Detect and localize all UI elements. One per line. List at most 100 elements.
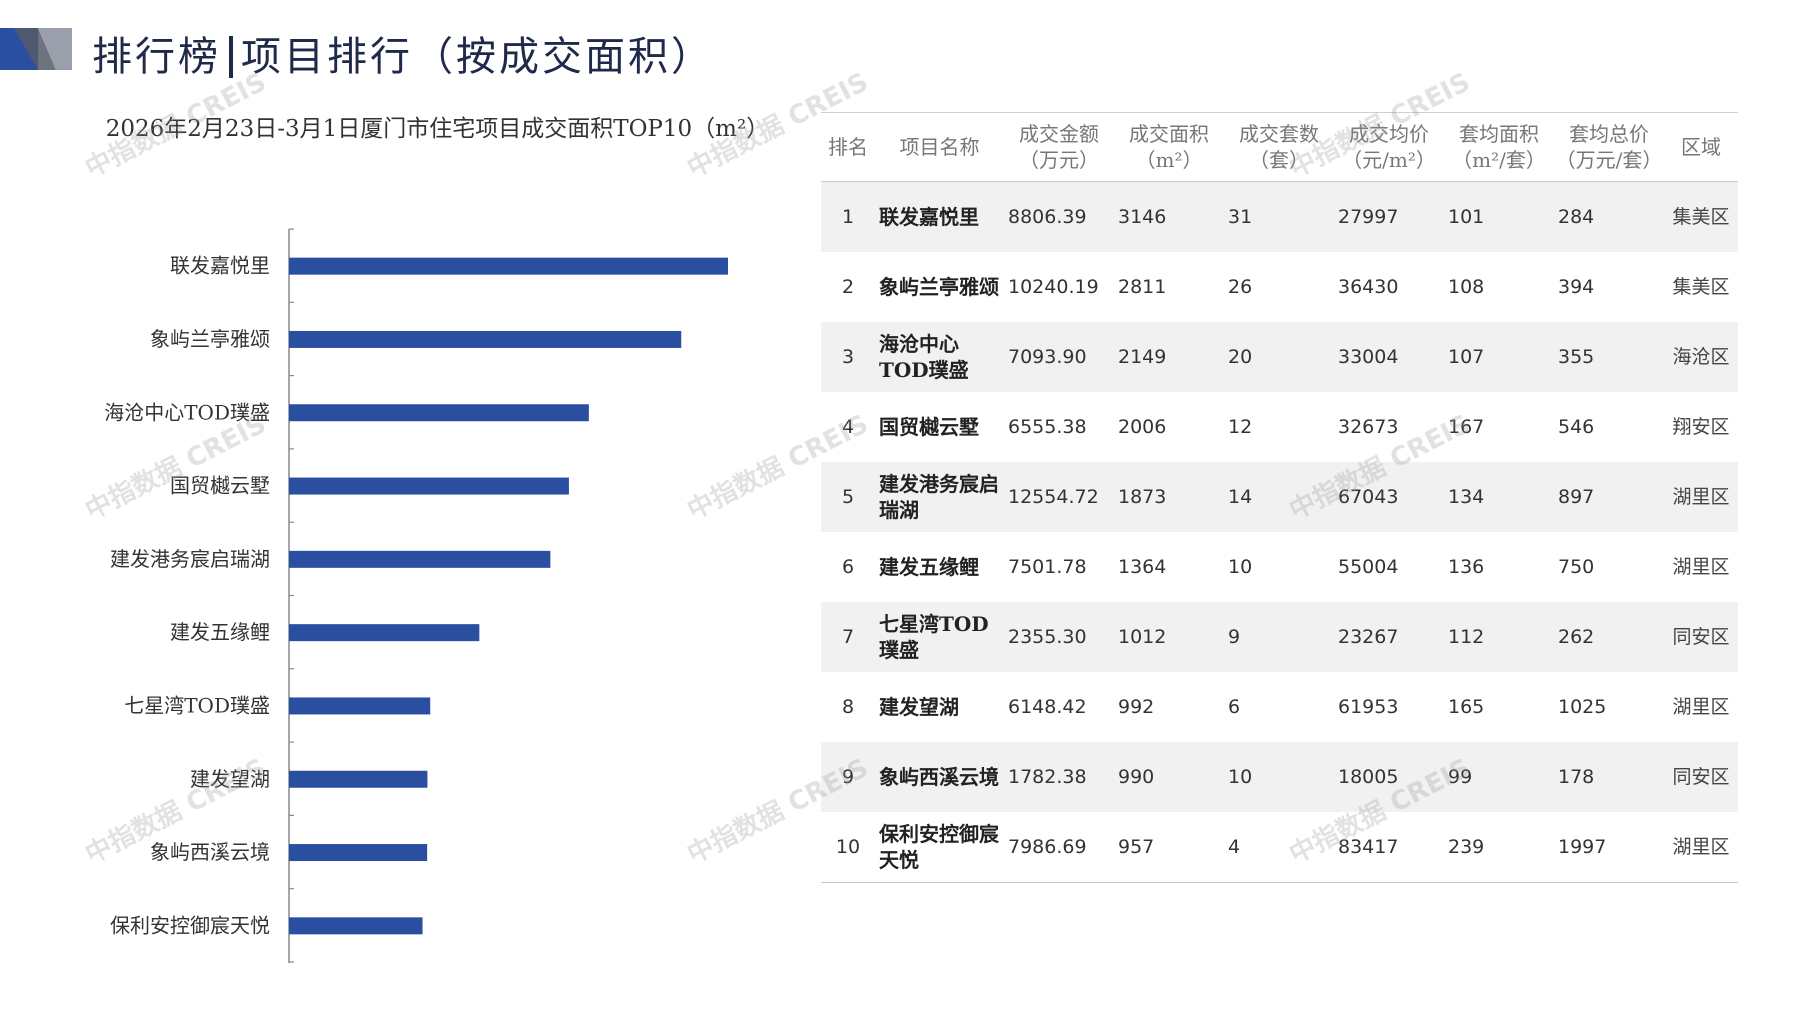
value-cell: 107	[1444, 322, 1554, 392]
category-label: 保利安控御宸天悦	[110, 913, 270, 937]
value-cell: 6148.42	[1008, 696, 1087, 718]
value-cell: 178	[1554, 742, 1664, 812]
rank-cell: 4	[841, 416, 855, 438]
column-header-line: 项目名称	[899, 135, 980, 159]
value-cell: 1025	[1558, 696, 1607, 718]
bar	[289, 330, 682, 348]
column-header: 套均面积 （m²/套）	[1444, 112, 1554, 182]
project-name-cell: 国贸樾云墅	[879, 415, 979, 439]
value-cell: 14	[1224, 462, 1334, 532]
project-name-cell: 七星湾TOD璞盛	[875, 602, 1004, 672]
value-cell: 3146	[1114, 181, 1224, 252]
column-header: 套均总价 （万元/套）	[1554, 112, 1664, 182]
value-cell: 4	[1224, 812, 1334, 883]
column-header-line: 排名	[828, 135, 868, 159]
page-title-subject: 项目排行（按成交面积）	[241, 34, 714, 80]
column-header-line: 成交均价	[1349, 122, 1429, 146]
category-label: 海沧中心TOD璞盛	[104, 400, 270, 424]
bar	[289, 257, 728, 275]
value-cell: 167	[1448, 416, 1485, 438]
value-cell: 12	[1228, 416, 1253, 438]
value-cell: 990	[1114, 742, 1224, 812]
value-cell: 36430	[1338, 276, 1399, 298]
column-header-unit: （万元）	[1019, 148, 1099, 172]
bar	[289, 770, 428, 788]
project-name-cell: 保利安控御宸天悦	[875, 812, 1004, 883]
value-cell: 262	[1554, 602, 1664, 672]
value-cell: 2149	[1114, 322, 1224, 392]
value-cell: 18005	[1334, 742, 1444, 812]
header-decoration	[0, 28, 72, 70]
value-cell: 26	[1228, 276, 1253, 298]
table-row: 3 海沧中心TOD璞盛 7093.90 2149 20 33004 107 355 海沧区	[821, 322, 1738, 392]
column-header-line: 成交金额	[1019, 122, 1099, 146]
value-cell: 27997	[1334, 181, 1444, 252]
rank-cell: 6	[841, 556, 855, 578]
value-cell: 61953	[1338, 696, 1399, 718]
project-name-cell: 象屿西溪云境	[875, 742, 1004, 812]
ranking-table: 排名 项目名称 成交金额 （万元） 成交面积 （m²） 成交套数 （套） 成交均价 （元/m²）套…	[821, 112, 1738, 883]
rank-cell: 8	[841, 696, 855, 718]
project-name-cell: 建发望湖	[879, 695, 959, 719]
rank-cell: 7	[821, 602, 875, 672]
value-cell: 32673	[1338, 416, 1399, 438]
value-cell: 239	[1444, 812, 1554, 883]
rank-cell: 10	[821, 812, 875, 883]
region-cell: 海沧区	[1664, 322, 1738, 392]
value-cell: 165	[1448, 696, 1485, 718]
table-row: 4 国贸樾云墅 6555.38 2006 12 32673 167 546 翔安区	[821, 392, 1738, 462]
column-header-line: 成交面积	[1129, 122, 1209, 146]
category-label: 建发五缘鲤	[170, 620, 270, 644]
table-row: 6 建发五缘鲤 7501.78 1364 10 55004 136 750 湖里区	[821, 532, 1738, 602]
category-label: 七星湾TOD璞盛	[124, 693, 270, 717]
column-header-unit: （万元/套）	[1555, 148, 1663, 172]
value-cell: 20	[1224, 322, 1334, 392]
value-cell: 1364	[1118, 556, 1167, 578]
value-cell: 7501.78	[1008, 556, 1087, 578]
bar	[289, 550, 551, 568]
value-cell: 10	[1224, 742, 1334, 812]
column-header: 成交金额 （万元）	[1004, 112, 1114, 182]
value-cell: 2811	[1118, 276, 1167, 298]
value-cell: 750	[1558, 556, 1595, 578]
value-cell: 1997	[1554, 812, 1664, 883]
value-cell: 1782.38	[1004, 742, 1114, 812]
region-cell: 湖里区	[1664, 462, 1738, 532]
column-header-line: 套均总价	[1569, 122, 1649, 146]
table-header-row: 排名 项目名称 成交金额 （万元） 成交面积 （m²） 成交套数 （套） 成交均价 （元/m²）套…	[821, 112, 1738, 182]
column-header: 项目名称	[875, 112, 1004, 182]
value-cell: 8806.39	[1004, 181, 1114, 252]
bar	[289, 624, 480, 642]
value-cell: 394	[1558, 276, 1595, 298]
value-cell: 2355.30	[1004, 602, 1114, 672]
chart-title: 2026年2月23日-3月1日厦门市住宅项目成交面积TOP10（m²）	[105, 116, 770, 142]
value-cell: 7986.69	[1004, 812, 1114, 883]
value-cell: 12554.72	[1004, 462, 1114, 532]
value-cell: 355	[1554, 322, 1664, 392]
table-row: 2 象屿兰亭雅颂 10240.19 2811 26 36430 108 394 集美区	[821, 252, 1738, 322]
title-separator	[229, 36, 233, 78]
value-cell: 9	[1224, 602, 1334, 672]
column-header-line: 区域	[1681, 135, 1721, 159]
category-label: 象屿西溪云境	[150, 840, 270, 864]
value-cell: 67043	[1334, 462, 1444, 532]
page-title: 排行榜 项目排行（按成交面积）	[92, 24, 714, 82]
project-name-cell: 建发港务宸启瑞湖	[875, 462, 1004, 532]
column-header-unit: （元/m²）	[1342, 148, 1436, 172]
value-cell: 6555.38	[1008, 416, 1087, 438]
project-name-cell: 象屿兰亭雅颂	[879, 275, 999, 299]
project-name-cell: 建发五缘鲤	[879, 555, 979, 579]
value-cell: 992	[1118, 696, 1155, 718]
value-cell: 10240.19	[1008, 276, 1099, 298]
value-cell: 7093.90	[1004, 322, 1114, 392]
value-cell: 284	[1554, 181, 1664, 252]
table-row: 1 联发嘉悦里 8806.39 3146 31 27997 101 284 集美区	[821, 181, 1738, 252]
column-header: 成交套数 （套）	[1224, 112, 1334, 182]
rank-cell: 2	[841, 276, 855, 298]
column-header: 成交面积 （m²）	[1114, 112, 1224, 182]
value-cell: 108	[1448, 276, 1485, 298]
value-cell: 101	[1444, 181, 1554, 252]
column-header-line: 成交套数	[1239, 122, 1319, 146]
value-cell: 31	[1224, 181, 1334, 252]
region-cell: 湖里区	[1672, 696, 1730, 718]
